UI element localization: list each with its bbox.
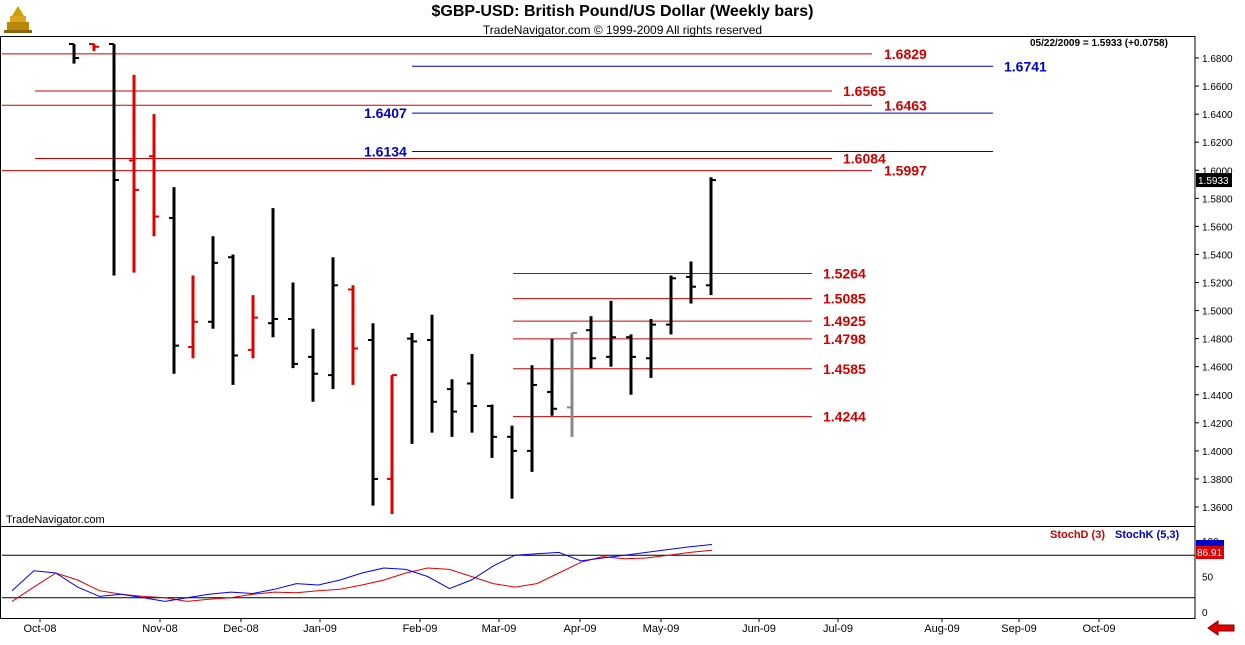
level-label: 1.6134 — [364, 143, 407, 159]
y-tick-label: 1.5000 — [1202, 307, 1233, 318]
x-tick-label: Feb-09 — [403, 623, 438, 635]
y-tick-label: 1.4400 — [1202, 391, 1233, 402]
y-tick-label: 1.5400 — [1202, 250, 1233, 261]
y-tick-label: 1.6000 — [1202, 166, 1233, 177]
y-tick-label: 1.4600 — [1202, 363, 1233, 374]
level-label: 1.6829 — [884, 46, 927, 62]
x-tick-label: Nov-08 — [142, 623, 177, 635]
level-label: 1.5264 — [823, 266, 866, 282]
level-label: 1.4925 — [823, 313, 866, 329]
indicator-frame — [0, 526, 1196, 619]
level-label: 1.6084 — [843, 150, 886, 166]
x-tick-label: Oct-09 — [1082, 623, 1115, 635]
stochd-last-box — [1196, 546, 1224, 559]
chart-title: $GBP-USD: British Pound/US Dollar (Weekl… — [431, 3, 814, 20]
watermark: TradeNavigator.com — [6, 514, 105, 526]
level-label: 1.6407 — [364, 105, 407, 121]
stochk-line — [11, 544, 713, 602]
level-label: 1.5085 — [823, 291, 866, 307]
level-label: 1.6565 — [843, 83, 886, 99]
y-tick-label: 1.3600 — [1202, 503, 1233, 514]
stochd-line — [11, 549, 713, 602]
x-tick-label: May-09 — [643, 623, 680, 635]
stochd-legend: StochD (3) — [1050, 529, 1105, 541]
y-tick-label: 1.4800 — [1202, 335, 1233, 346]
level-label: 1.4244 — [823, 409, 866, 425]
y-tick-label: 1.5800 — [1202, 194, 1233, 205]
level-label: 1.6741 — [1004, 58, 1047, 74]
level-label: 1.6463 — [884, 97, 927, 113]
y-tick-label: 1.5200 — [1202, 279, 1233, 290]
stoch-last-label: 86.91 — [1197, 548, 1222, 559]
level-label: 1.5997 — [884, 163, 927, 179]
stoch-tick-label: 0 — [1202, 608, 1208, 619]
copyright-text: TradeNavigator.com © 1999-2009 All right… — [482, 23, 763, 37]
x-tick-label: Oct-08 — [23, 623, 56, 635]
x-tick-label: Jul-09 — [823, 623, 853, 635]
x-tick-label: Aug-09 — [924, 623, 959, 635]
main-plot-frame — [0, 36, 1196, 527]
level-label: 1.4798 — [823, 331, 866, 347]
stoch-tick-label: 50 — [1202, 573, 1214, 584]
stochk-legend: StochK (5,3) — [1115, 529, 1180, 541]
y-tick-label: 1.6400 — [1202, 110, 1233, 121]
y-tick-label: 1.4200 — [1202, 419, 1233, 430]
level-label: 1.4585 — [823, 361, 866, 377]
trade-navigator-logo-icon[interactable] — [4, 4, 32, 34]
y-tick-label: 1.6600 — [1202, 82, 1233, 93]
y-tick-label: 1.3800 — [1202, 475, 1233, 486]
x-tick-label: Jan-09 — [303, 623, 337, 635]
y-tick-label: 1.6800 — [1202, 54, 1233, 65]
scroll-left-arrow-icon[interactable] — [1206, 620, 1236, 636]
last-quote: 05/22/2009 = 1.5933 (+0.0758) — [1030, 38, 1168, 49]
y-tick-label: 1.5600 — [1202, 222, 1233, 233]
x-tick-label: Dec-08 — [223, 623, 258, 635]
x-tick-label: Apr-09 — [563, 623, 596, 635]
y-tick-label: 1.4000 — [1202, 447, 1233, 458]
last-price-box — [1196, 173, 1232, 188]
x-tick-label: Mar-09 — [482, 623, 517, 635]
last-price-label: 1.5933 — [1198, 176, 1229, 187]
y-tick-label: 1.6200 — [1202, 138, 1233, 149]
x-tick-label: Sep-09 — [1001, 623, 1036, 635]
x-tick-label: Jun-09 — [742, 623, 776, 635]
